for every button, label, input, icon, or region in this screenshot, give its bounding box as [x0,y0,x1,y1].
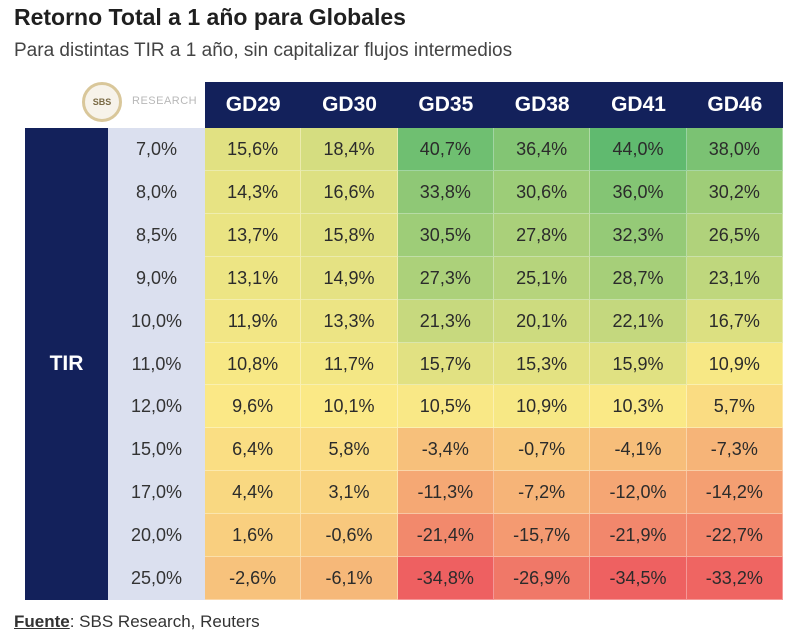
heatmap-cell: -26,9% [494,557,591,600]
tir-rate-label: 8,0% [135,181,178,202]
heatmap-cell: 16,6% [301,170,398,214]
heatmap-cell: 15,6% [205,128,302,171]
heatmap-cell: 28,7% [590,256,687,300]
column-header-gd38: GD38 [514,93,570,116]
heatmap-cell: -0,7% [494,428,591,472]
heatmap-cell: -3,4% [397,428,494,472]
heatmap-cell: 33,8% [397,170,494,214]
heatmap-cell: 15,3% [494,342,591,386]
heatmap-cell: -34,8% [397,557,494,600]
heatmap-cell: 6,4% [205,428,302,472]
column-header-gd46: GD46 [707,93,763,116]
heatmap-cell: 25,1% [494,256,591,300]
heatmap-cell: 13,3% [301,299,398,343]
heatmap-cell: 10,9% [686,342,783,386]
tir-rate-label: 11,0% [131,353,182,374]
heatmap-cell: 5,7% [686,385,783,429]
heatmap-cell: 13,7% [205,213,302,257]
tir-rate-label: 9,0% [135,267,178,288]
source-label: Fuente [14,612,70,631]
heatmap-cell: 38,0% [686,128,783,171]
tir-rate-label: 12,0% [130,396,183,417]
heatmap-cell: -4,1% [590,428,687,472]
column-header-gd41: GD41 [611,93,666,116]
heatmap-cell: 3,1% [301,471,398,515]
heatmap-cell: 15,7% [397,342,494,386]
heatmap-cell: 13,1% [205,256,302,300]
heatmap-cell: 11,9% [205,299,302,343]
heatmap-grid: 15,6% 18,4% 40,7% 36,4% 44,0% 38,0% 14,3% 16,6%… [205,128,783,600]
heatmap-cell: 30,6% [494,170,591,214]
tir-rate-label: 15,0% [130,439,183,460]
heatmap-cell: 5,8% [301,428,398,472]
column-header-gd35: GD35 [418,93,474,116]
heatmap-cell: -22,7% [686,514,783,558]
heatmap-cell: 36,0% [590,170,687,214]
chart-title: Retorno Total a 1 año para Globales [14,4,406,30]
heatmap-cell: 10,3% [590,385,687,429]
column-header-bar: GD29 GD30 GD35 GD38 GD41 GD46 [205,82,783,128]
source-note: Fuente: SBS Research, Reuters [14,612,260,632]
heatmap-cell: 30,2% [686,170,783,214]
heatmap-cell: 14,3% [205,170,302,214]
tir-rate-label: 7,0% [135,139,178,159]
column-header-gd29: GD29 [225,93,281,116]
heatmap-cell: -2,6% [205,557,302,600]
heatmap-cell: 30,5% [397,213,494,257]
heatmap-cell: 10,8% [205,342,302,386]
heatmap-cell: 15,8% [301,213,398,257]
heatmap-cell: 27,8% [494,213,591,257]
heatmap-cell: 14,9% [301,256,398,300]
heatmap-cell: 26,5% [686,213,783,257]
sbs-logo-mark: SBS [82,82,122,122]
source-text: : SBS Research, Reuters [69,612,260,631]
heatmap-cell: 15,9% [590,342,687,386]
heatmap-cell: -6,1% [301,557,398,600]
heatmap-cell: -11,3% [397,471,494,515]
heatmap-cell: 20,1% [494,299,591,343]
heatmap-cell: 16,7% [686,299,783,343]
heatmap-cell: 10,1% [301,385,398,429]
heatmap-cell: 10,5% [397,385,494,429]
sbs-logo-word: RESEARCH [132,95,198,107]
tir-rate-label: 17,0% [130,482,183,503]
sbs-research-logo: SBS RESEARCH [82,82,212,128]
heatmap-cell: -21,4% [397,514,494,558]
heatmap-cell: 10,9% [494,385,591,429]
heatmap-cell: -0,6% [301,514,398,558]
heatmap-cell: 4,4% [205,471,302,515]
heatmap-cell: 40,7% [397,128,494,171]
heatmap-cell: -33,2% [686,557,783,600]
heatmap-cell: -14,2% [686,471,783,515]
column-header-gd30: GD30 [322,93,377,116]
heatmap-cell: 11,7% [301,342,398,386]
tir-rate-label: 8,5% [135,224,178,245]
heatmap-cell: 9,6% [205,385,302,429]
heatmap-cell: 23,1% [686,256,783,300]
chart-subtitle: Para distintas TIR a 1 año, sin capitali… [14,40,513,61]
heatmap-cell: 36,4% [494,128,591,171]
heatmap-cell: -7,3% [686,428,783,472]
heatmap-cell: -15,7% [494,514,591,558]
tir-rate-label: 25,0% [130,568,183,589]
heatmap-cell: -21,9% [590,514,687,558]
tir-row-header: TIR [25,128,108,600]
heatmap-cell: 27,3% [397,256,494,300]
heatmap-cell: 21,3% [397,299,494,343]
tir-rate-label: 10,0% [130,310,183,331]
tir-rate-column: 7,0% 8,0% 8,5% 9,0% 10,0% 11,0% 12,0% 15,0% 17,0… [108,128,205,600]
heatmap-cell: -12,0% [590,471,687,515]
heatmap-cell: -7,2% [494,471,591,515]
tir-rate-label: 20,0% [130,525,183,546]
heatmap-cell: 22,1% [590,299,687,343]
heatmap-cell: 44,0% [590,128,687,171]
heatmap-cell: 32,3% [590,213,687,257]
heatmap-cell: 18,4% [301,128,398,171]
heatmap-cell: 1,6% [205,514,302,558]
heatmap-cell: -34,5% [590,557,687,600]
